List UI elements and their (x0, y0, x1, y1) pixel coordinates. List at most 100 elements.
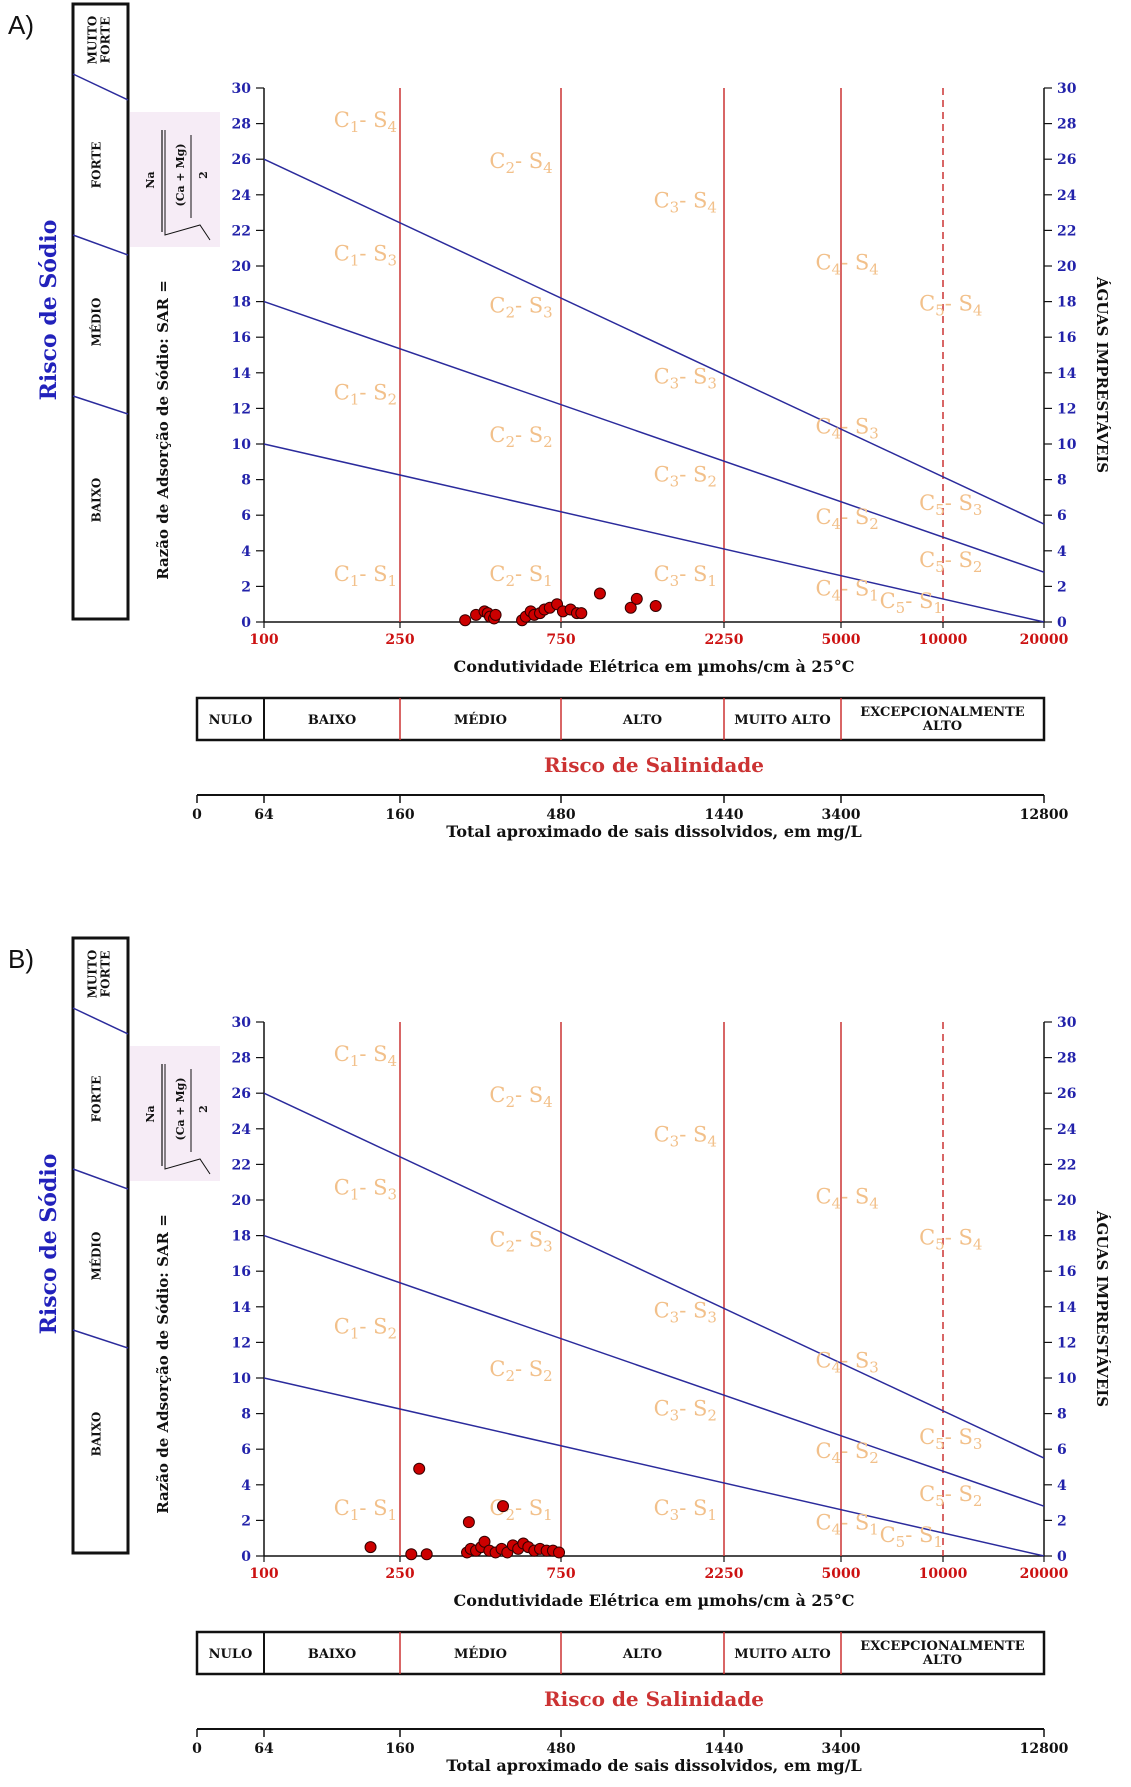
zone-label-c: C (815, 1439, 831, 1463)
zone-label-c: C (334, 1176, 350, 1200)
y-tick-label-right: 4 (1057, 1478, 1067, 1494)
sodium-risk-level: MUITOFORTE (86, 16, 113, 65)
zone-label-c-sub: 2 (505, 1367, 515, 1385)
y-tick-label-left: 30 (232, 81, 252, 97)
y-tick-label-left: 24 (232, 188, 252, 204)
x-tick-label: 10000 (919, 1566, 968, 1582)
y-tick-label-left: 28 (232, 117, 251, 133)
zone-label-c-sub: 5 (896, 599, 906, 617)
zone-label-s-sub: 4 (707, 1132, 717, 1150)
zone-label-s-sub: 2 (388, 391, 398, 409)
zone-label-c: C (654, 1298, 670, 1322)
y-tick-label-right: 0 (1057, 615, 1067, 631)
y-tick-label-left: 4 (241, 1478, 251, 1494)
sodium-risk-divider (72, 234, 129, 256)
y-tick-label-left: 22 (232, 223, 251, 239)
zone-label-c: C (654, 462, 670, 486)
zone-label-c: C (654, 562, 670, 586)
zone-label: C4- S2 (815, 1439, 878, 1467)
zone-label-c-sub: 2 (505, 303, 515, 321)
tds-tick-label: 64 (254, 807, 274, 823)
zone-label-s-sub: 2 (707, 472, 717, 490)
zone-label-dash: - S (945, 1482, 973, 1506)
zone-label-s-sub: 4 (543, 159, 553, 177)
x-axis-label: Condutividade Elétrica em µmohs/cm à 25°… (454, 1591, 855, 1610)
data-point (405, 1548, 418, 1561)
zone-label: C2- S4 (489, 149, 552, 177)
zone-label-c: C (654, 1396, 670, 1420)
data-point (624, 601, 637, 614)
zone-label-dash: - S (679, 562, 707, 586)
zone-label-s-sub: 2 (543, 1367, 553, 1385)
zone-label-c: C (815, 505, 831, 529)
zone-label-dash: - S (945, 292, 973, 316)
tds-tick-label: 12800 (1020, 1741, 1069, 1757)
salinity-class-label: MUITO ALTO (734, 713, 831, 728)
zone-label-c-sub: 4 (832, 1195, 842, 1213)
zone-label-dash: - S (679, 462, 707, 486)
sodium-risk-level-line: FORTE (99, 951, 113, 998)
zone-label-c: C (334, 381, 350, 405)
tds-tick-label: 480 (546, 807, 575, 823)
y-tick-label-right: 10 (1057, 437, 1077, 453)
zone-label: C2- S2 (489, 1357, 552, 1385)
zone-label-dash: - S (679, 188, 707, 212)
zone-label-c: C (880, 1523, 896, 1547)
zone-label-dash: - S (841, 414, 869, 438)
zone-label-dash: - S (679, 1298, 707, 1322)
sodium-risk-level: MUITOFORTE (86, 950, 113, 999)
zone-label: C5- S3 (919, 491, 982, 519)
zone-label-dash: - S (841, 1510, 869, 1534)
zone-label-s-sub: 2 (388, 1325, 398, 1343)
y-tick-label-left: 0 (241, 615, 251, 631)
sodium-risk-level: FORTE (90, 1076, 104, 1123)
tds-tick-label: 1440 (705, 807, 744, 823)
zone-label-c-sub: 3 (670, 1308, 680, 1326)
y-tick-label-right: 16 (1057, 1264, 1076, 1280)
zone-label-c-sub: 5 (935, 501, 945, 519)
zone-label: C3- S3 (654, 1298, 717, 1326)
y-tick-label-left: 30 (232, 1015, 252, 1031)
zone-label-dash: - S (515, 149, 543, 173)
y-tick-label-right: 12 (1057, 401, 1076, 417)
sar-formula: Na (Ca + Mg) 2 (130, 112, 220, 247)
zone-label-c-sub: 5 (935, 302, 945, 320)
zone-label-s-sub: 3 (973, 501, 983, 519)
salinity-class-label: BAIXO (308, 1647, 356, 1662)
salinity-class-label: NULO (209, 713, 253, 728)
x-tick-label: 250 (385, 1566, 414, 1582)
zone-label: C2- S2 (489, 423, 552, 451)
zone-label-s-sub: 1 (869, 1520, 879, 1538)
zone-label-dash: - S (841, 505, 869, 529)
tds-tick-label: 3400 (822, 807, 861, 823)
y-tick-label-left: 26 (232, 152, 251, 168)
zone-label-c: C (815, 1185, 831, 1209)
x-tick-label: 20000 (1020, 1566, 1069, 1582)
zone-label-c-sub: 2 (505, 159, 515, 177)
sar-formula-denominator-top: (Ca + Mg) (174, 1077, 187, 1140)
y-tick-label-left: 8 (241, 473, 251, 489)
salinity-class-label: ALTO (922, 719, 962, 734)
y-tick-label-left: 14 (232, 366, 252, 382)
salinity-class-table (195, 1630, 1046, 1676)
y-tick-label-left: 6 (241, 508, 251, 524)
zone-label-c: C (489, 293, 505, 317)
zone-label-dash: - S (841, 1348, 869, 1372)
x-tick-label: 750 (546, 632, 575, 648)
zone-label-s-sub: 2 (869, 1449, 879, 1467)
zone-label: C5- S2 (919, 548, 982, 576)
sar-formula-radical (164, 130, 211, 241)
zone-label-dash: - S (679, 364, 707, 388)
zone-label-c-sub: 3 (670, 374, 680, 392)
data-point (553, 1546, 566, 1559)
zone-label-c: C (815, 1348, 831, 1372)
zone-label-c-sub: 5 (935, 1492, 945, 1510)
tds-tick-label: 480 (546, 1741, 575, 1757)
sodium-risk-level: FORTE (90, 142, 104, 189)
zone-label-dash: - S (945, 548, 973, 572)
y-tick-label-left: 20 (232, 259, 252, 275)
zone-label-s-sub: 3 (707, 1308, 717, 1326)
zone-label-dash: - S (515, 1357, 543, 1381)
y-tick-label-left: 2 (241, 579, 251, 595)
